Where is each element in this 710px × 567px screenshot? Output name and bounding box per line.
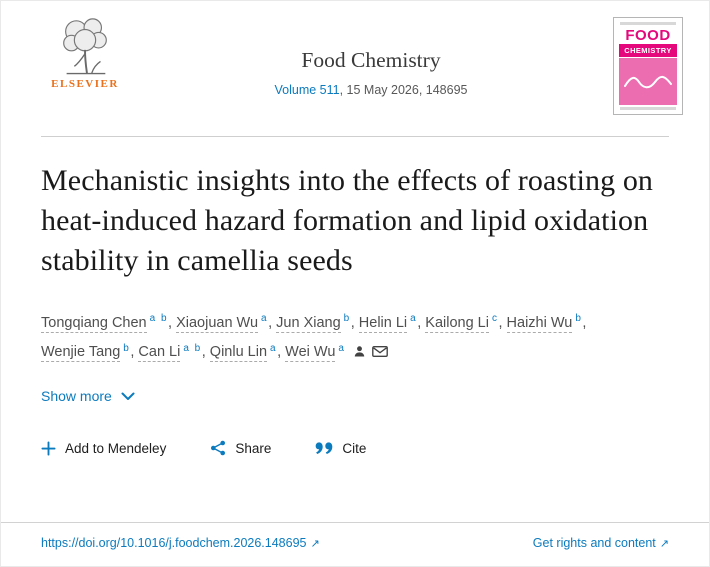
show-more-button[interactable]: Show more [41,388,135,404]
author-list: Tongqiang Chen a b, Xiaojuan Wu a, Jun Xia… [41,309,669,368]
author-separator: , [168,314,177,331]
author-link[interactable]: Can Li a b, [138,342,210,363]
author-affiliation-sup: a [338,342,346,354]
author-link[interactable]: Haizhi Wu b, [506,312,587,333]
author-separator: , [350,314,359,331]
author-separator: , [277,344,286,361]
corresponding-author-icons [353,344,394,360]
author-affiliation-sup: a [410,312,418,324]
plus-icon [41,441,56,456]
rights-text: Get rights and content [532,536,656,550]
action-toolbar: Add to Mendeley Share Ci [41,440,669,456]
article-title: Mechanistic insights into the effects of… [41,164,654,277]
author-link[interactable]: Wenjie Tang b, [41,342,139,363]
header-divider [41,136,669,137]
cover-text-bar [620,107,676,110]
author-affiliation-sup: c [491,312,499,324]
journal-title[interactable]: Food Chemistry [301,48,441,72]
journal-banner: ELSEVIER Food Chemistry Volume 511, 15 M… [1,1,709,128]
author-link[interactable]: Helin Li a, [358,312,426,333]
author-link[interactable]: Tongqiang Chen a b, [41,312,177,333]
doi-text: https://doi.org/10.1016/j.foodchem.2026.… [41,536,307,550]
author-affiliation-sup: a b [183,342,202,354]
person-icon[interactable] [353,344,366,360]
journal-cover[interactable]: FOOD CHEMISTRY [613,17,683,115]
share-label: Share [235,440,272,456]
author-link[interactable]: Jun Xiang b, [276,312,359,333]
cover-masthead-food: FOOD [625,27,671,44]
author-separator: , [582,314,587,331]
elsevier-tree-icon [63,18,107,75]
author-affiliation-sup: a [261,312,269,324]
author-separator: , [201,344,210,361]
share-button[interactable]: Share [210,440,271,456]
elsevier-logo[interactable]: ELSEVIER [41,14,129,90]
chevron-down-icon [121,392,135,400]
journal-info: Food Chemistry Volume 511, 15 May 2026, … [129,14,613,97]
issue-date: , 15 May 2026, 148695 [339,83,468,97]
author-affiliation-sup: a [270,342,278,354]
external-link-icon: ↗ [659,538,669,550]
volume-link[interactable]: Volume 511 [274,83,340,97]
cover-script-art [624,75,672,88]
volume-line: Volume 511, 15 May 2026, 148695 [129,83,613,97]
share-icon [211,440,226,456]
cover-text-bar [620,22,676,25]
cover-masthead-chemistry: CHEMISTRY [619,44,677,57]
author-link[interactable]: Qinlu Lin a, [209,342,286,363]
show-more-label: Show more [41,388,112,405]
author-affiliation-sup: b [575,312,583,324]
author-affiliation-sup: a b [149,312,169,324]
article-main: Mechanistic insights into the effects of… [1,137,709,456]
cite-label: Cite [342,440,367,456]
author-link[interactable]: Kailong Li c, [425,312,507,333]
cite-quote-icon [316,442,333,455]
get-rights-link[interactable]: Get rights and content ↗ [533,536,669,550]
author-affiliation-sup: b [343,312,351,324]
doi-link[interactable]: https://doi.org/10.1016/j.foodchem.2026.… [41,536,320,550]
author-link[interactable]: Xiaojuan Wu a, [176,312,277,333]
add-to-mendeley-button[interactable]: Add to Mendeley [41,441,166,456]
elsevier-wordmark: ELSEVIER [51,78,119,90]
article-footer: https://doi.org/10.1016/j.foodchem.2026.… [1,522,709,566]
author-separator: , [417,314,426,331]
add-to-mendeley-label: Add to Mendeley [65,440,167,456]
author-separator: , [130,344,139,361]
author-separator: , [498,314,507,331]
cover-art [619,58,677,105]
author-affiliation-sup: b [123,342,131,354]
author-separator: , [268,314,277,331]
external-link-icon: ↗ [310,538,320,550]
author-link[interactable]: Wei Wu a [285,342,346,363]
envelope-icon[interactable] [372,344,389,360]
cite-button[interactable]: Cite [315,441,366,456]
